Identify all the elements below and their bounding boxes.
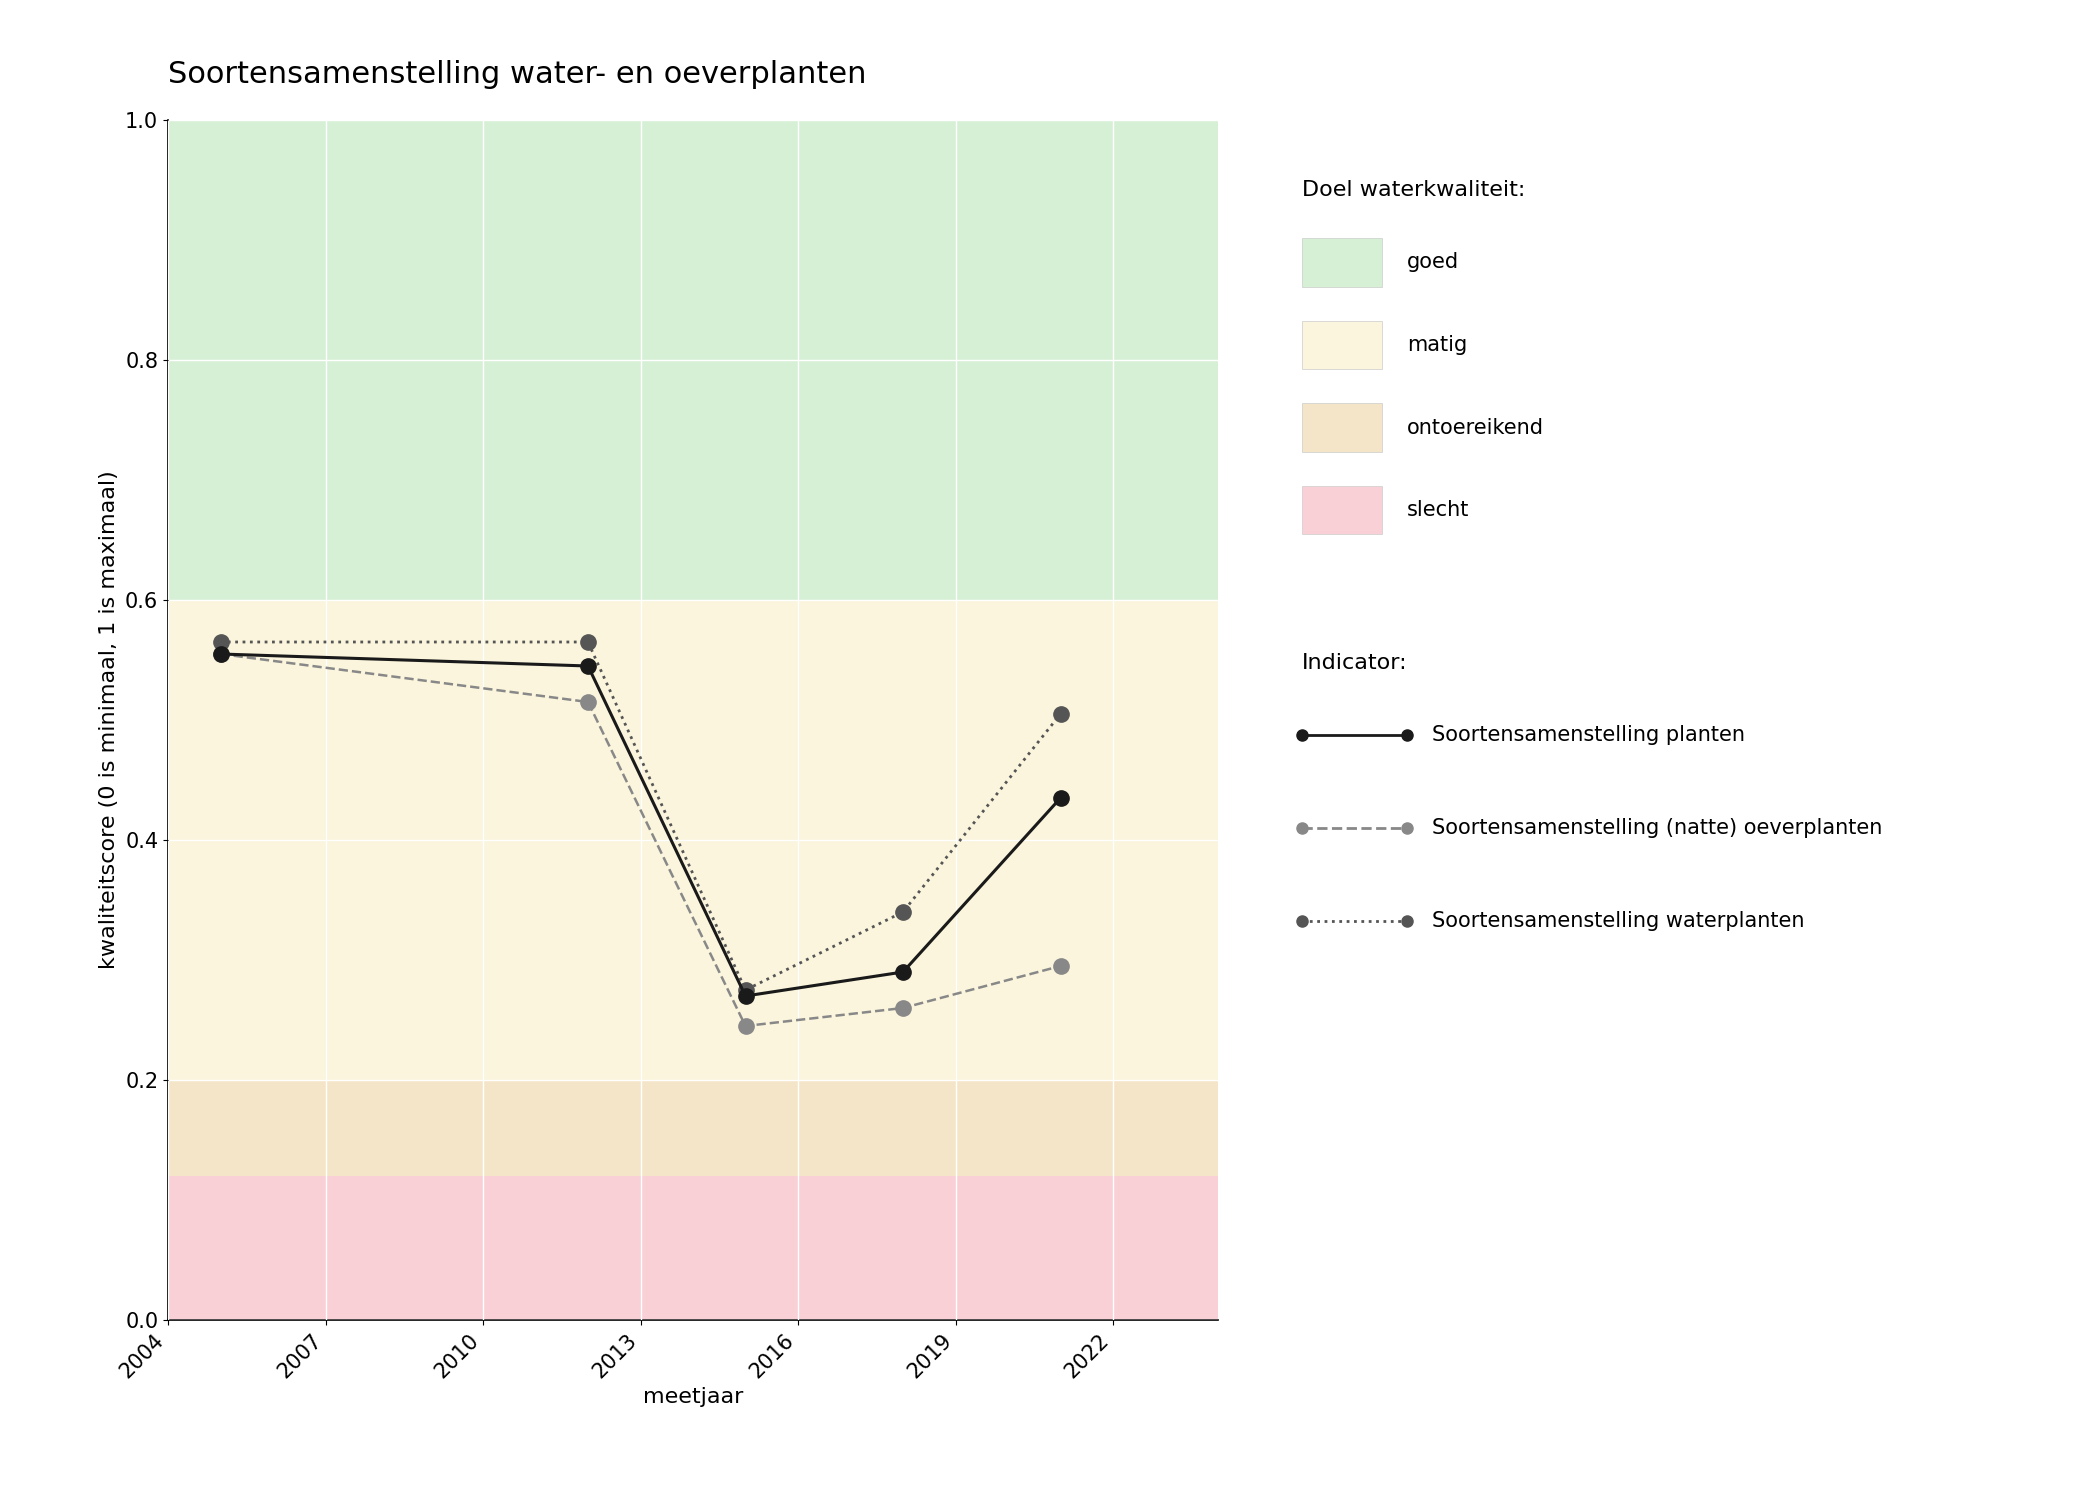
Text: Soortensamenstelling water- en oeverplanten: Soortensamenstelling water- en oeverplan… (168, 60, 867, 88)
Text: Soortensamenstelling (natte) oeverplanten: Soortensamenstelling (natte) oeverplante… (1432, 818, 1882, 839)
Text: slecht: slecht (1407, 500, 1470, 520)
Text: Indicator:: Indicator: (1302, 652, 1407, 672)
Bar (168, 120, 1218, 600)
Bar (168, 600, 1218, 1080)
Bar (168, 1080, 1218, 1176)
Bar (168, 1176, 1218, 1320)
Text: Doel waterkwaliteit:: Doel waterkwaliteit: (1302, 180, 1525, 200)
Text: Soortensamenstelling waterplanten: Soortensamenstelling waterplanten (1432, 910, 1804, 932)
Y-axis label: kwaliteitscore (0 is minimaal, 1 is maximaal): kwaliteitscore (0 is minimaal, 1 is maxi… (99, 471, 120, 969)
Text: ontoereikend: ontoereikend (1407, 417, 1544, 438)
Text: matig: matig (1407, 334, 1468, 356)
Text: Soortensamenstelling planten: Soortensamenstelling planten (1432, 724, 1745, 746)
X-axis label: meetjaar: meetjaar (643, 1388, 743, 1407)
Text: goed: goed (1407, 252, 1459, 273)
